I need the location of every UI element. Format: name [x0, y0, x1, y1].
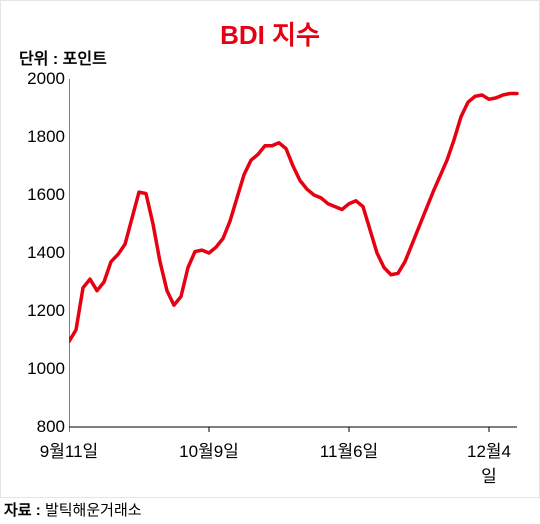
- y-tick-label: 1200: [9, 301, 65, 321]
- y-tick-label: 1000: [9, 359, 65, 379]
- y-tick-label: 800: [9, 417, 65, 437]
- x-tick-label: 9월11일: [40, 437, 98, 462]
- x-tick-label: 10월9일: [179, 437, 239, 462]
- x-tick-label: 11월6일: [320, 437, 378, 462]
- chart-svg: [69, 79, 521, 453]
- y-tick-label: 1600: [9, 185, 65, 205]
- x-tick-label: 12월4일: [464, 437, 514, 487]
- chart-container: BDI 지수 단위 : 포인트 800 1000 1200 1400 1600 1800 2…: [0, 0, 540, 498]
- chart-title: BDI 지수: [220, 15, 320, 52]
- source-label: 자료 :: [4, 502, 41, 519]
- y-tick-label: 1800: [9, 127, 65, 147]
- y-tick-label: 1400: [9, 243, 65, 263]
- source-line: 자료 : 발틱해운거래소: [4, 499, 142, 520]
- y-tick-label: 2000: [9, 69, 65, 89]
- unit-label: 단위 : 포인트: [19, 45, 107, 69]
- source-value: 발틱해운거래소: [45, 502, 142, 519]
- plot-area: [69, 79, 521, 453]
